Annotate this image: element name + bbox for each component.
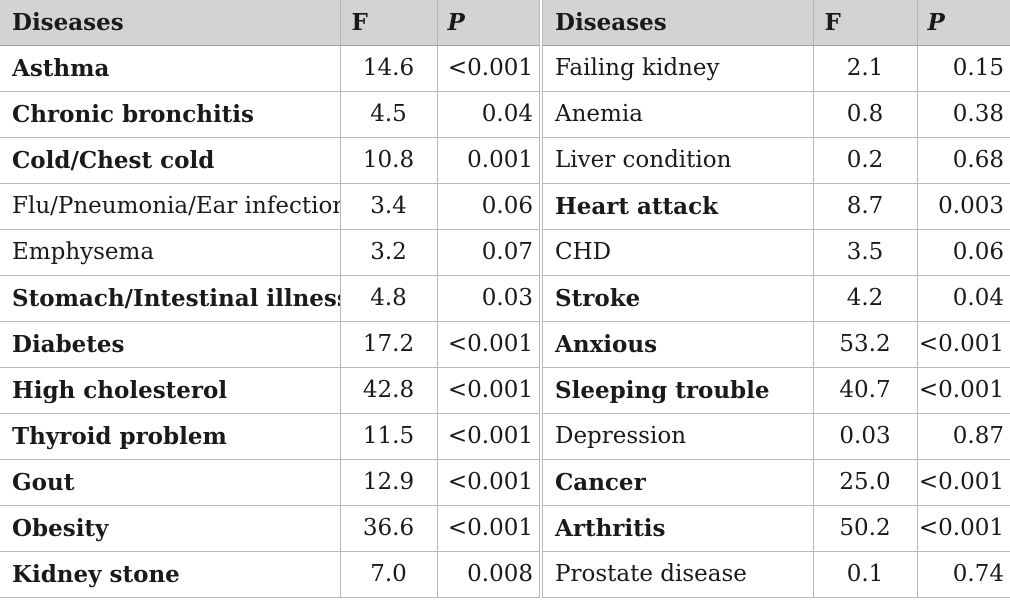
f-value-right: 0.1	[813, 551, 918, 598]
table-row: Flu/Pneumonia/Ear infection 3.4 0.06 Heart …	[0, 183, 1010, 230]
f-value-left: 36.6	[340, 505, 438, 552]
p-value-right: 0.06	[917, 229, 1010, 276]
disease-name-right: Prostate disease	[541, 551, 814, 598]
disease-name-right: Sleeping trouble	[541, 367, 814, 414]
disease-name-left: Kidney stone	[0, 551, 341, 598]
table-row: Kidney stone 7.0 0.008 Prostate disease 0.1 0…	[0, 551, 1010, 598]
p-value-left: 0.001	[437, 137, 543, 184]
disease-name-left: Stomach/Intestinal illness	[0, 275, 341, 322]
f-value-right: 0.03	[813, 413, 918, 460]
table-row: Emphysema 3.2 0.07 CHD 3.5 0.06	[0, 229, 1010, 276]
disease-statistics-table: Diseases F P Diseases F P Asthma 14.6 <0.0…	[0, 0, 1010, 598]
f-value-right: 53.2	[813, 321, 918, 368]
f-value-right: 50.2	[813, 505, 918, 552]
p-value-right: 0.38	[917, 91, 1010, 138]
table-row: Cold/Chest cold 10.8 0.001 Liver condition 0…	[0, 137, 1010, 184]
table-row: Gout 12.9 <0.001 Cancer 25.0 <0.001	[0, 459, 1010, 506]
p-value-left: <0.001	[437, 413, 543, 460]
disease-name-right: Heart attack	[541, 183, 814, 230]
f-value-left: 4.5	[340, 91, 438, 138]
f-value-right: 3.5	[813, 229, 918, 276]
p-value-left: <0.001	[437, 367, 543, 414]
f-value-right: 2.1	[813, 45, 918, 92]
disease-name-right: Cancer	[541, 459, 814, 506]
disease-name-left: Diabetes	[0, 321, 341, 368]
disease-name-right: Failing kidney	[541, 45, 814, 92]
p-value-right: 0.003	[917, 183, 1010, 230]
p-value-left: <0.001	[437, 505, 543, 552]
f-value-left: 3.4	[340, 183, 438, 230]
f-value-left: 17.2	[340, 321, 438, 368]
p-value-right: 0.04	[917, 275, 1010, 322]
f-value-left: 10.8	[340, 137, 438, 184]
header-row: Diseases F P Diseases F P	[0, 0, 1010, 46]
f-value-left: 7.0	[340, 551, 438, 598]
disease-name-right: Depression	[541, 413, 814, 460]
disease-name-left: High cholesterol	[0, 367, 341, 414]
f-value-left: 14.6	[340, 45, 438, 92]
header-diseases-right: Diseases	[541, 0, 814, 46]
header-p-left: P	[437, 0, 543, 46]
table-row: Obesity 36.6 <0.001 Arthritis 50.2 <0.001	[0, 505, 1010, 552]
p-value-right: 0.68	[917, 137, 1010, 184]
f-value-left: 12.9	[340, 459, 438, 506]
f-value-right: 8.7	[813, 183, 918, 230]
p-value-left: 0.06	[437, 183, 543, 230]
disease-name-right: Anxious	[541, 321, 814, 368]
disease-name-right: Anemia	[541, 91, 814, 138]
f-value-right: 25.0	[813, 459, 918, 506]
disease-name-left: Chronic bronchitis	[0, 91, 341, 138]
disease-name-left: Thyroid problem	[0, 413, 341, 460]
p-value-right: 0.87	[917, 413, 1010, 460]
p-value-left: 0.04	[437, 91, 543, 138]
header-p-right: P	[917, 0, 1010, 46]
disease-name-left: Gout	[0, 459, 341, 506]
p-value-right: 0.74	[917, 551, 1010, 598]
table-row: High cholesterol 42.8 <0.001 Sleeping troub…	[0, 367, 1010, 414]
disease-name-right: Liver condition	[541, 137, 814, 184]
disease-name-left: Emphysema	[0, 229, 341, 276]
disease-name-left: Cold/Chest cold	[0, 137, 341, 184]
f-value-right: 4.2	[813, 275, 918, 322]
disease-name-left: Asthma	[0, 45, 341, 92]
p-value-left: 0.07	[437, 229, 543, 276]
table-row: Asthma 14.6 <0.001 Failing kidney 2.1 0.15	[0, 45, 1010, 92]
f-value-right: 0.8	[813, 91, 918, 138]
header-diseases-left: Diseases	[0, 0, 341, 46]
table-row: Diabetes 17.2 <0.001 Anxious 53.2 <0.001	[0, 321, 1010, 368]
disease-name-left: Flu/Pneumonia/Ear infection	[0, 183, 341, 230]
disease-name-right: Arthritis	[541, 505, 814, 552]
p-value-left: <0.001	[437, 45, 543, 92]
f-value-left: 3.2	[340, 229, 438, 276]
p-value-left: <0.001	[437, 321, 543, 368]
p-value-right: 0.15	[917, 45, 1010, 92]
table-row: Chronic bronchitis 4.5 0.04 Anemia 0.8 0.38	[0, 91, 1010, 138]
p-value-right: <0.001	[917, 459, 1010, 506]
table-row: Thyroid problem 11.5 <0.001 Depression 0.03 0…	[0, 413, 1010, 460]
header-f-left: F	[340, 0, 438, 46]
p-value-right: <0.001	[917, 505, 1010, 552]
f-value-left: 4.8	[340, 275, 438, 322]
p-value-right: <0.001	[917, 321, 1010, 368]
f-value-left: 42.8	[340, 367, 438, 414]
f-value-right: 40.7	[813, 367, 918, 414]
table-body: Asthma 14.6 <0.001 Failing kidney 2.1 0.15 Chr…	[0, 45, 1010, 598]
p-value-left: <0.001	[437, 459, 543, 506]
disease-name-right: Stroke	[541, 275, 814, 322]
p-value-left: 0.03	[437, 275, 543, 322]
f-value-right: 0.2	[813, 137, 918, 184]
table-header: Diseases F P Diseases F P	[0, 0, 1010, 46]
disease-name-left: Obesity	[0, 505, 341, 552]
header-f-right: F	[813, 0, 918, 46]
f-value-left: 11.5	[340, 413, 438, 460]
p-value-left: 0.008	[437, 551, 543, 598]
table-row: Stomach/Intestinal illness 4.8 0.03 Stroke 4…	[0, 275, 1010, 322]
disease-name-right: CHD	[541, 229, 814, 276]
p-value-right: <0.001	[917, 367, 1010, 414]
